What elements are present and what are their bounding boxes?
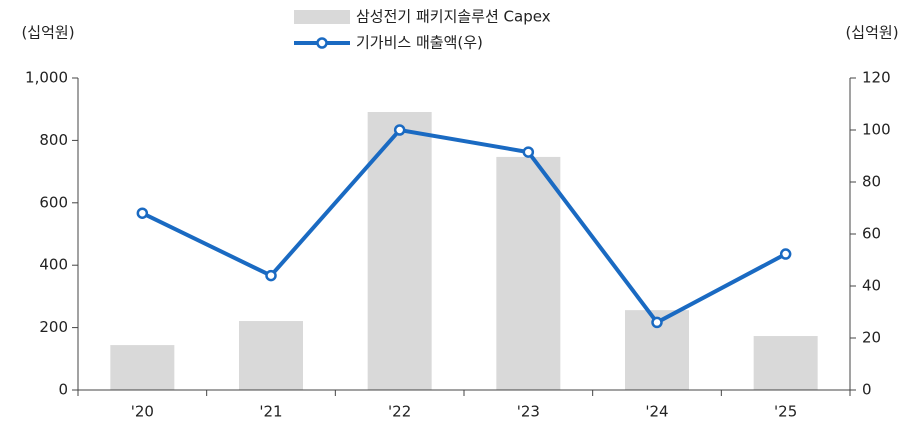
line-marker <box>136 207 149 219</box>
legend-swatch <box>294 10 350 24</box>
y-tick-label: 200 <box>39 318 68 336</box>
x-tick-label: '25 <box>774 403 797 421</box>
y-tick-label: 800 <box>39 131 68 149</box>
line <box>141 127 787 325</box>
x-tick-label: '20 <box>131 403 154 421</box>
line-marker <box>265 269 277 282</box>
y2-tick-label: 100 <box>862 121 891 139</box>
y-tick-label: 400 <box>39 256 68 274</box>
x-tick-label: '23 <box>517 403 540 421</box>
bar <box>367 112 432 391</box>
x-tick-label: '24 <box>645 403 668 421</box>
x-tick-label: '22 <box>388 403 411 421</box>
line-marker <box>779 248 792 260</box>
legend-label: 기가비스 매출액(우) <box>356 34 483 52</box>
y-tick-label: 600 <box>39 193 68 211</box>
y-tick-label: 1,000 <box>25 69 68 87</box>
x-tick-label: '21 <box>259 403 282 421</box>
y2-tick-label: 60 <box>862 225 881 243</box>
bar <box>110 345 175 390</box>
bar <box>753 336 818 390</box>
y2-tick-label: 20 <box>862 329 881 347</box>
y-axis-label: (십억원) <box>21 24 74 42</box>
y2-tick-label: 0 <box>862 381 872 399</box>
legend-label: 삼성전기 패키지솔루션 Capex <box>356 8 551 26</box>
bar <box>496 156 561 390</box>
line-marker <box>651 316 663 329</box>
y2-tick-label: 120 <box>862 69 891 87</box>
y2-tick-label: 40 <box>862 277 881 295</box>
y2-tick-label: 80 <box>862 173 881 191</box>
line-marker <box>522 146 535 158</box>
y2-axis-label: (십억원) <box>845 24 898 42</box>
line-marker <box>393 124 406 136</box>
bar <box>239 321 303 390</box>
legend-marker <box>316 37 328 49</box>
y-tick-label: 0 <box>58 381 68 399</box>
